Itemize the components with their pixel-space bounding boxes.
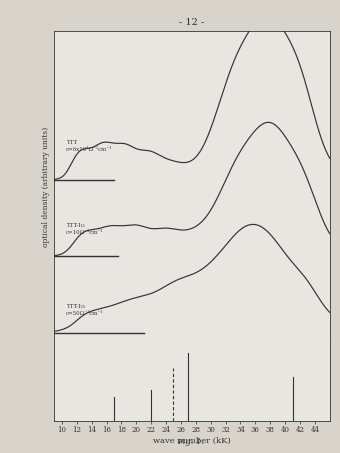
Text: Fig. 1.: Fig. 1. xyxy=(177,438,204,446)
X-axis label: wave number (kK): wave number (kK) xyxy=(153,437,231,445)
Text: - 12 -: - 12 - xyxy=(180,18,205,27)
Y-axis label: optical density (arbitrary units): optical density (arbitrary units) xyxy=(42,127,50,247)
Text: TTT-I₂₅
c=50Ω⁻¹cm⁻¹: TTT-I₂₅ c=50Ω⁻¹cm⁻¹ xyxy=(66,304,103,316)
Text: TTT-I₁₅
c=10Ω⁻¹cm⁻¹: TTT-I₁₅ c=10Ω⁻¹cm⁻¹ xyxy=(66,223,103,235)
Text: TTT
c=6x10⁴Ω⁻¹cm⁻¹: TTT c=6x10⁴Ω⁻¹cm⁻¹ xyxy=(66,140,112,152)
